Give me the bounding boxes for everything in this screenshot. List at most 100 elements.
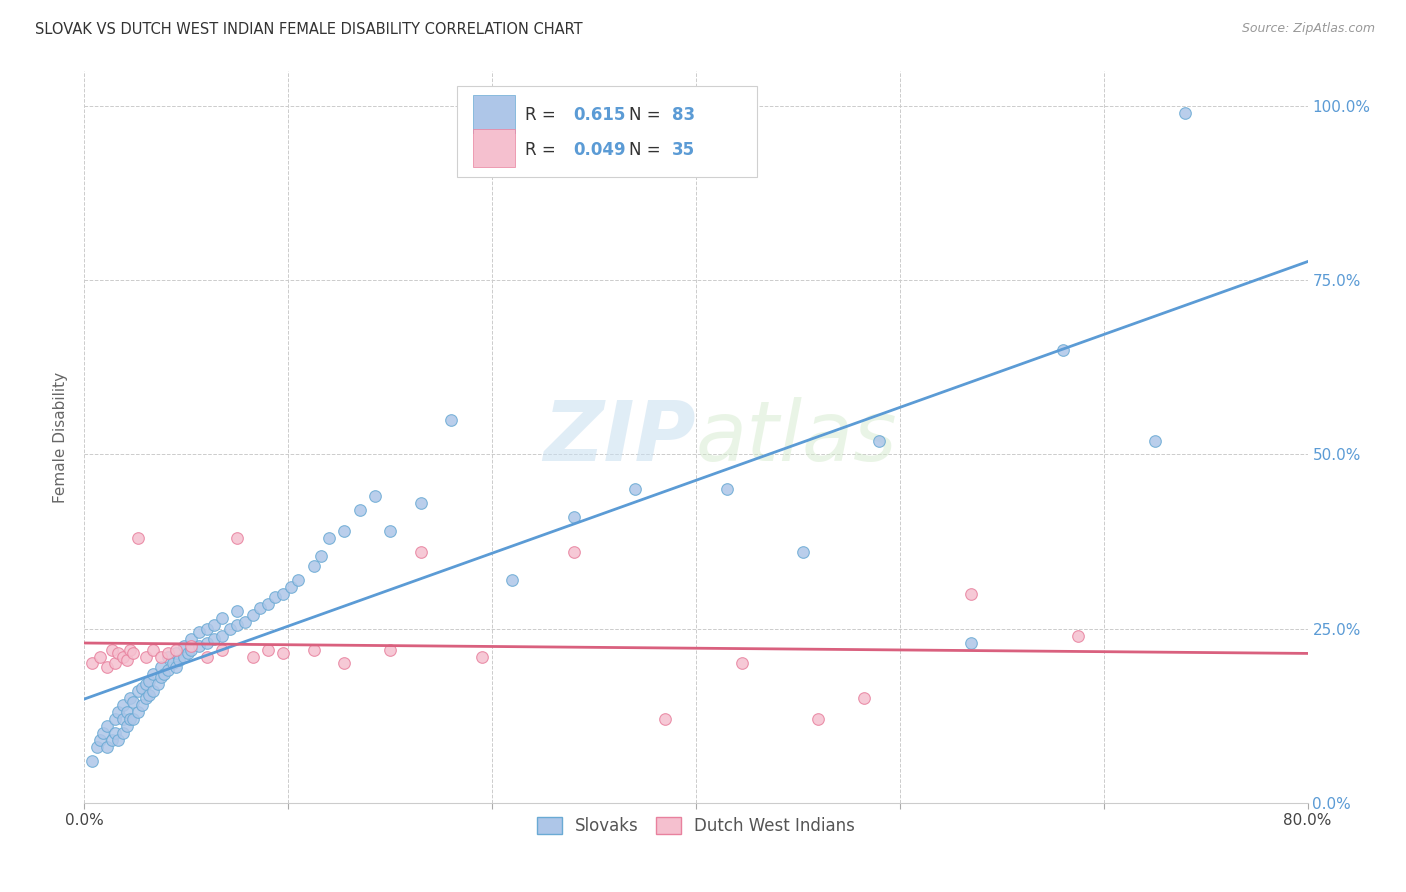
Text: N =: N = — [628, 141, 665, 159]
Point — [111, 698, 134, 713]
Point — [1174, 106, 1197, 120]
Point — [111, 726, 134, 740]
Point — [302, 642, 325, 657]
Point — [142, 684, 165, 698]
Legend: Slovaks, Dutch West Indians: Slovaks, Dutch West Indians — [530, 811, 862, 842]
Point — [89, 733, 111, 747]
Point — [731, 657, 754, 671]
Point — [115, 719, 138, 733]
Point — [287, 573, 309, 587]
Point — [162, 657, 184, 671]
Point — [195, 649, 218, 664]
Point — [91, 726, 114, 740]
Point — [1143, 434, 1166, 448]
Point — [157, 664, 180, 678]
Point — [311, 549, 333, 563]
Point — [202, 618, 225, 632]
Point — [180, 642, 202, 657]
Text: atlas: atlas — [696, 397, 897, 477]
Text: SLOVAK VS DUTCH WEST INDIAN FEMALE DISABILITY CORRELATION CHART: SLOVAK VS DUTCH WEST INDIAN FEMALE DISAB… — [35, 22, 582, 37]
Point — [165, 660, 187, 674]
Point — [80, 754, 103, 768]
Text: ZIP: ZIP — [543, 397, 696, 477]
Point — [122, 695, 145, 709]
Point — [107, 646, 129, 660]
Point — [177, 646, 200, 660]
Point — [131, 681, 153, 695]
FancyBboxPatch shape — [457, 86, 758, 178]
Point — [135, 691, 157, 706]
Point — [127, 684, 149, 698]
Point — [562, 510, 585, 524]
Point — [127, 705, 149, 719]
Point — [115, 653, 138, 667]
Point — [122, 712, 145, 726]
Point — [149, 649, 172, 664]
Point — [104, 657, 127, 671]
Point — [409, 545, 432, 559]
Point — [280, 580, 302, 594]
Point — [96, 740, 118, 755]
Point — [167, 653, 190, 667]
Point — [165, 646, 187, 660]
Point — [364, 489, 387, 503]
Point — [107, 733, 129, 747]
Point — [960, 635, 983, 649]
Text: 83: 83 — [672, 106, 695, 124]
Point — [104, 712, 127, 726]
Point — [226, 618, 249, 632]
Text: R =: R = — [524, 106, 561, 124]
Point — [380, 642, 402, 657]
Point — [131, 698, 153, 713]
Point — [271, 646, 294, 660]
Point — [173, 639, 195, 653]
Point — [135, 677, 157, 691]
Point — [380, 524, 402, 538]
Point — [157, 649, 180, 664]
Point — [333, 524, 356, 538]
Point — [264, 591, 287, 605]
Point — [195, 622, 218, 636]
Point — [562, 545, 585, 559]
Point — [80, 657, 103, 671]
Point — [869, 434, 891, 448]
Point — [257, 597, 280, 611]
Point — [96, 660, 118, 674]
Text: 0.049: 0.049 — [574, 141, 626, 159]
Point — [135, 649, 157, 664]
FancyBboxPatch shape — [474, 95, 515, 133]
Point — [96, 719, 118, 733]
Point — [165, 642, 187, 657]
Point — [180, 632, 202, 646]
Text: N =: N = — [628, 106, 665, 124]
Point — [142, 642, 165, 657]
Text: 35: 35 — [672, 141, 695, 159]
Point — [226, 604, 249, 618]
Point — [242, 607, 264, 622]
FancyBboxPatch shape — [474, 129, 515, 167]
Point — [142, 667, 165, 681]
Point — [853, 691, 876, 706]
Point — [146, 677, 169, 691]
Point — [188, 639, 211, 653]
Point — [792, 545, 814, 559]
Point — [180, 639, 202, 653]
Point — [115, 705, 138, 719]
Point — [111, 712, 134, 726]
Point — [86, 740, 108, 755]
Point — [233, 615, 256, 629]
Point — [120, 642, 142, 657]
Point — [349, 503, 371, 517]
Point — [195, 635, 218, 649]
Point — [173, 649, 195, 664]
Point — [138, 673, 160, 688]
Point — [211, 611, 233, 625]
Point — [249, 600, 271, 615]
Point — [716, 483, 738, 497]
Point — [502, 573, 524, 587]
Point — [149, 660, 172, 674]
Point — [654, 712, 676, 726]
Point — [226, 531, 249, 545]
Point — [271, 587, 294, 601]
Point — [624, 483, 647, 497]
